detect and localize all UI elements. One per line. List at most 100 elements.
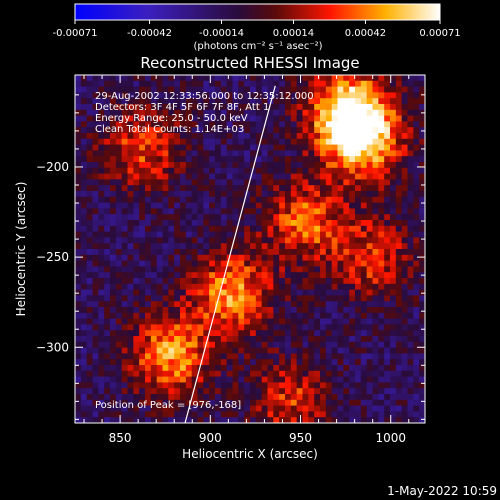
heatmap-cell (244, 417, 251, 423)
heatmap-cell (273, 266, 280, 273)
heatmap-cell (238, 353, 245, 360)
heatmap-cell (226, 312, 233, 319)
heatmap-cell (185, 278, 193, 285)
heatmap-cell (156, 231, 163, 238)
heatmap-cell (139, 92, 146, 99)
heatmap-cell (220, 307, 228, 314)
heatmap-cell (320, 324, 327, 331)
heatmap-cell (80, 243, 88, 250)
heatmap-cell (343, 225, 350, 232)
heatmap-cell (250, 86, 257, 93)
heatmap-cell (220, 121, 228, 128)
heatmap-cell (98, 283, 105, 290)
heatmap-cell (395, 405, 403, 412)
colorbar-tick-label: -0.00071 (53, 28, 98, 39)
heatmap-cell (215, 399, 222, 406)
heatmap-cell (80, 179, 88, 186)
heatmap-cell (390, 214, 397, 221)
heatmap-cell (150, 388, 158, 395)
heatmap-cell (203, 388, 210, 395)
heatmap-cell (92, 104, 99, 111)
heatmap-cell (273, 283, 280, 290)
heatmap-cell (203, 150, 210, 157)
heatmap-cell (390, 249, 397, 256)
heatmap-cell (331, 307, 338, 314)
heatmap-cell (215, 376, 222, 383)
heatmap-cell (325, 266, 333, 273)
heatmap-cell (314, 231, 321, 238)
heatmap-cell (378, 307, 385, 314)
heatmap-cell (372, 150, 379, 157)
heatmap-cell (314, 191, 321, 198)
heatmap-cell (180, 399, 187, 406)
heatmap-cell (250, 243, 257, 250)
heatmap-cell (232, 220, 239, 227)
heatmap-cell (372, 237, 379, 244)
heatmap-cell (244, 254, 251, 261)
heatmap-cell (191, 173, 198, 180)
heatmap-cell (250, 411, 257, 418)
heatmap-cell (244, 307, 251, 314)
heatmap-cell (331, 231, 338, 238)
heatmap-cell (378, 411, 385, 418)
solar-limb-line (184, 85, 276, 423)
heatmap-cell (407, 295, 414, 302)
heatmap-cell (197, 266, 204, 273)
heatmap-cell (162, 353, 169, 360)
heatmap-cell (349, 109, 356, 116)
heatmap-cell (261, 162, 268, 169)
heatmap-cell (168, 417, 175, 423)
heatmap-cell (279, 295, 286, 302)
heatmap-cell (121, 272, 128, 279)
heatmap-cell (133, 121, 140, 128)
heatmap-cell (390, 301, 397, 308)
heatmap-cell (285, 109, 292, 116)
heatmap-cell (150, 138, 158, 145)
heatmap-cell (215, 86, 222, 93)
heatmap-cell (75, 243, 82, 250)
heatmap-cell (191, 347, 198, 354)
heatmap-cell (349, 133, 356, 140)
heatmap-cell (302, 278, 309, 285)
heatmap-cell (203, 133, 210, 140)
heatmap-cell (197, 220, 204, 227)
heatmap-cell (337, 278, 344, 285)
heatmap-cell (80, 295, 88, 302)
annotation-block: 29-Aug-2002 12:33:56.000 to 12:35:12.000… (95, 91, 314, 411)
heatmap-cell (378, 167, 385, 174)
heatmap-cell (384, 376, 391, 383)
heatmap-cell (156, 179, 163, 186)
heatmap-cell (302, 399, 309, 406)
heatmap-cell (302, 301, 309, 308)
heatmap-cell (75, 138, 82, 145)
heatmap-cell (180, 220, 187, 227)
heatmap-cell (162, 307, 169, 314)
heatmap-cell (320, 388, 327, 395)
heatmap-cell (203, 347, 210, 354)
heatmap-cell (273, 133, 280, 140)
heatmap-cell (168, 104, 175, 111)
heatmap-cell (115, 295, 123, 302)
heatmap-cell (308, 260, 315, 267)
heatmap-cell (325, 324, 333, 331)
heatmap-cell (390, 86, 397, 93)
heatmap-cell (378, 75, 385, 82)
heatmap-cell (110, 75, 117, 82)
heatmap-cell (156, 353, 163, 360)
heatmap-cell (86, 156, 93, 163)
heatmap-cell (226, 249, 233, 256)
heatmap-cell (121, 185, 128, 192)
heatmap-cell (191, 318, 198, 325)
heatmap-cell (261, 278, 268, 285)
heatmap-cell (127, 330, 134, 337)
heatmap-cell (127, 388, 134, 395)
heatmap-cell (92, 405, 99, 412)
heatmap-cell (355, 144, 362, 151)
heatmap-cell (314, 353, 321, 360)
heatmap-cell (250, 382, 257, 389)
heatmap-cell (343, 156, 350, 163)
heatmap-cell (325, 92, 333, 99)
heatmap-cell (360, 249, 368, 256)
heatmap-cell (86, 225, 93, 232)
heatmap-cell (86, 196, 93, 203)
